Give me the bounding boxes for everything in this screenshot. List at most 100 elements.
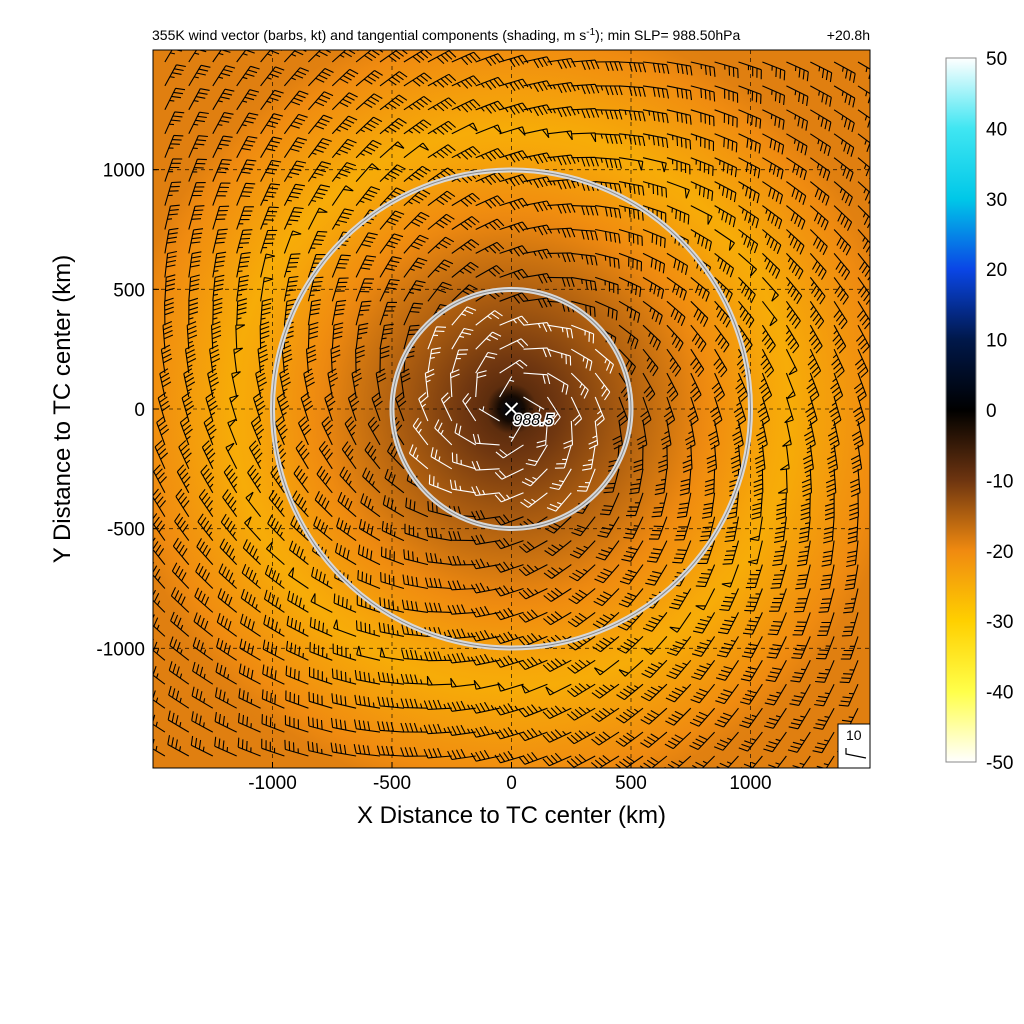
- wind-barb: [188, 64, 211, 87]
- wind-barb: [709, 396, 723, 426]
- wind-barb: [308, 68, 334, 87]
- wind-barb: [833, 133, 855, 157]
- wind-barb: [788, 707, 811, 730]
- wind-barb: [738, 181, 760, 204]
- wind-barb: [618, 228, 643, 246]
- wind-barb: [738, 109, 762, 129]
- wind-barb: [214, 712, 237, 733]
- wind-barb: [355, 93, 383, 111]
- wind-barb: [791, 636, 811, 660]
- wind-barb: [162, 320, 174, 350]
- wind-barb: [331, 322, 344, 350]
- wind-barb: [339, 466, 357, 494]
- wind-barb: [777, 468, 788, 494]
- wind-barb: [691, 636, 716, 657]
- wind-barb: [563, 420, 574, 449]
- wind-barb: [260, 50, 283, 63]
- wind-barb: [547, 252, 576, 263]
- wind-barb: [160, 344, 173, 374]
- wind-barb: [666, 300, 686, 327]
- range-rings: [270, 167, 753, 651]
- wind-barb: [287, 590, 309, 613]
- wind-barb: [203, 416, 217, 446]
- wind-barb: [810, 109, 832, 132]
- wind-barb: [176, 464, 191, 494]
- wind-barb: [470, 653, 500, 666]
- wind-barb: [321, 416, 333, 446]
- wind-barb: [626, 492, 644, 517]
- wind-barb: [331, 115, 358, 135]
- wind-barb: [494, 726, 524, 740]
- wind-barb: [547, 324, 574, 339]
- wind-barb: [403, 95, 432, 111]
- wind-barb: [471, 534, 500, 545]
- wind-barb: [833, 61, 856, 83]
- wind-barb: [262, 639, 285, 661]
- wind-barb: [571, 276, 597, 292]
- wind-barb: [239, 613, 261, 637]
- wind-barb: [353, 743, 381, 757]
- wind-barb: [222, 489, 238, 518]
- wind-barb: [714, 252, 735, 278]
- wind-barb: [571, 156, 599, 167]
- wind-barb: [307, 321, 319, 350]
- wind-barb: [618, 181, 645, 196]
- wind-barb: [236, 229, 253, 254]
- wind-barb: [793, 588, 811, 613]
- wind-barb: [475, 76, 505, 90]
- wind-barb: [690, 61, 716, 77]
- wind-barb: [666, 659, 692, 680]
- wind-barb: [571, 83, 600, 95]
- wind-barb: [403, 50, 433, 64]
- wind-barb: [844, 564, 859, 591]
- wind-barb: [379, 323, 394, 350]
- wind-barb: [597, 516, 620, 538]
- wind-barb: [642, 348, 659, 377]
- wind-barb: [571, 348, 593, 371]
- wind-barb: [332, 643, 357, 661]
- wind-barb: [819, 564, 835, 590]
- wind-barb: [451, 216, 480, 231]
- wind-barb: [194, 587, 214, 613]
- wind-barb: [810, 61, 833, 83]
- wind-barb: [219, 538, 238, 565]
- wind-barb: [382, 495, 405, 518]
- wind-barb: [236, 135, 258, 158]
- wind-barb: [297, 416, 312, 446]
- wind-barb: [401, 599, 428, 613]
- wind-barb: [447, 580, 476, 591]
- wind-barb: [205, 392, 218, 422]
- x-tick-label: 500: [615, 773, 647, 794]
- wind-barb: [331, 185, 354, 206]
- wind-barb: [427, 167, 456, 183]
- wind-barb: [168, 661, 190, 685]
- wind-barb: [403, 280, 426, 302]
- wind-barb: [523, 322, 552, 333]
- wind-barb: [308, 666, 333, 685]
- wind-barb: [594, 372, 611, 401]
- wind-barb: [762, 253, 781, 279]
- wind-barb: [809, 253, 827, 280]
- wind-barb: [571, 205, 599, 216]
- wind-barb: [260, 277, 274, 302]
- wind-barb: [571, 228, 599, 241]
- wind-barb: [494, 655, 524, 668]
- wind-barb: [188, 135, 208, 158]
- wind-barb: [156, 416, 170, 446]
- wind-barb: [618, 588, 644, 608]
- wind-barb: [408, 444, 429, 470]
- wind-barb: [475, 218, 505, 231]
- wind-barb: [640, 707, 668, 725]
- wind-barb: [714, 181, 737, 203]
- wind-barb: [642, 372, 656, 402]
- wind-barb: [595, 205, 622, 219]
- wind-barb: [765, 660, 787, 683]
- wind-barb: [730, 444, 742, 474]
- wind-barb: [238, 688, 261, 709]
- wind-barb: [567, 683, 596, 698]
- wind-barb: [642, 252, 666, 274]
- wind-barb: [283, 160, 307, 182]
- wind-barb: [660, 420, 672, 450]
- wind-barb: [739, 683, 763, 705]
- wind-barb: [824, 492, 835, 521]
